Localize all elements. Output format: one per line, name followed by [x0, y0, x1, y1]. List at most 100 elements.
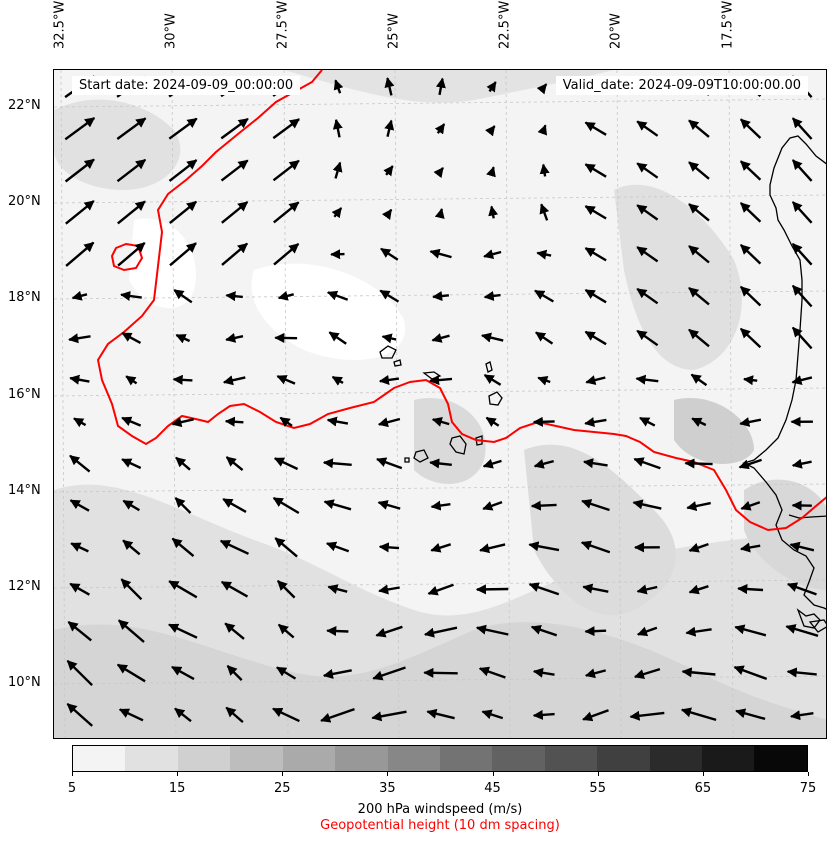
wind-arrow: [220, 117, 249, 140]
wind-arrow: [379, 289, 400, 303]
wind-arrow: [117, 241, 146, 267]
wind-arrow: [429, 458, 452, 469]
wind-arrow: [735, 708, 766, 721]
wind-arrow: [584, 163, 607, 178]
wind-arrow: [371, 710, 407, 722]
wind-arrow: [70, 542, 89, 553]
wind-arrow: [120, 578, 143, 601]
wind-arrow: [333, 79, 344, 94]
wind-arrow: [785, 624, 819, 637]
wind-arrow: [381, 333, 397, 344]
latitude-label: 20°N: [8, 194, 41, 209]
colorbar-tick-label: 75: [799, 781, 817, 796]
wind-arrow: [169, 200, 197, 225]
wind-arrow: [636, 120, 659, 137]
wind-arrow: [536, 249, 552, 260]
wind-arrow: [734, 624, 767, 637]
wind-arrow: [532, 709, 555, 720]
wind-arrow: [791, 284, 813, 308]
wind-arrow: [435, 77, 446, 96]
wind-arrow: [636, 204, 659, 221]
wind-arrow: [533, 458, 555, 469]
wind-arrow: [225, 332, 244, 343]
wind-arrow: [431, 417, 450, 427]
wind-arrow: [429, 248, 452, 259]
wind-arrow: [688, 203, 710, 222]
wind-arrow: [431, 333, 450, 343]
wind-arrow: [528, 582, 560, 596]
colorbar-tick-label: 35: [379, 781, 396, 796]
wind-arrow: [122, 539, 141, 556]
wind-arrow: [67, 620, 92, 642]
colorbar-tick: [72, 772, 73, 776]
wind-arrow: [537, 124, 548, 136]
wind-arrow: [323, 499, 352, 511]
colorbar-bin: [177, 746, 231, 771]
wind-arrow: [121, 416, 142, 427]
colorbar-bin: [387, 746, 440, 771]
wind-arrow: [739, 285, 762, 307]
wind-arrow: [629, 710, 665, 721]
wind-arrow: [485, 125, 496, 137]
wind-arrow: [430, 500, 451, 511]
wind-arrow: [121, 458, 142, 470]
wind-arrow: [380, 247, 399, 261]
colorbar-tick-label: 65: [694, 781, 712, 796]
wind-arrow: [168, 580, 198, 599]
wind-arrow: [584, 626, 607, 637]
wind-arrow: [276, 375, 296, 385]
wind-arrow: [432, 290, 450, 302]
longitude-label: 30°W: [163, 13, 179, 49]
wind-arrow: [786, 582, 817, 596]
colorbar-title: 200 hPa windspeed (m/s): [357, 802, 523, 817]
longitude-label: 17.5°W: [720, 0, 736, 49]
wind-arrow: [69, 374, 90, 385]
wind-arrow: [790, 710, 814, 721]
colorbar-bin: [230, 746, 283, 771]
wind-arrow: [488, 205, 499, 219]
wind-arrow: [481, 332, 504, 343]
wind-arrow: [122, 499, 141, 512]
wind-arrow: [691, 417, 707, 427]
wind-arrow: [73, 417, 87, 428]
wind-arrow: [326, 416, 349, 427]
wind-arrow: [739, 327, 762, 349]
colorbar-bin: [282, 746, 336, 771]
wind-arrow: [377, 417, 401, 428]
wind-arrow: [482, 500, 503, 511]
wind-arrow: [173, 289, 193, 304]
wind-arrow: [680, 707, 717, 722]
wind-arrow: [378, 584, 400, 595]
colorbar-tick: [597, 772, 599, 776]
wind-arrow: [581, 499, 610, 512]
wind-arrow: [580, 540, 611, 554]
wind-arrow: [635, 374, 659, 385]
longitude-label: 20°W: [608, 13, 624, 49]
wind-arrow: [279, 416, 293, 428]
wind-arrow: [636, 287, 659, 305]
wind-arrow: [684, 458, 713, 469]
wind-arrow: [377, 500, 401, 510]
colorbar-bin: [649, 746, 703, 771]
wind-arrow: [479, 543, 506, 554]
wind-arrow: [530, 500, 557, 511]
colorbar-tick: [702, 772, 704, 776]
wind-arrow: [789, 541, 815, 552]
wind-arrow: [791, 201, 813, 224]
wind-arrow: [688, 584, 709, 595]
wind-arrow: [272, 159, 300, 182]
colorbar-tick-label: 5: [67, 781, 77, 796]
latitude-label: 22°N: [8, 98, 41, 113]
wind-arrow: [331, 207, 343, 219]
wind-arrow: [69, 454, 91, 473]
wind-arrow: [68, 333, 91, 344]
wind-arrow: [222, 498, 247, 513]
wind-arrow: [585, 375, 606, 385]
start-date-label: Start date: 2024-09-09_00:00:00: [72, 76, 301, 95]
wind-arrow: [272, 118, 300, 140]
wind-arrow: [118, 708, 144, 722]
wind-arrow: [584, 668, 607, 679]
wind-arrow: [530, 625, 558, 637]
meridian-line: [728, 70, 734, 738]
wind-arrow: [537, 376, 551, 386]
